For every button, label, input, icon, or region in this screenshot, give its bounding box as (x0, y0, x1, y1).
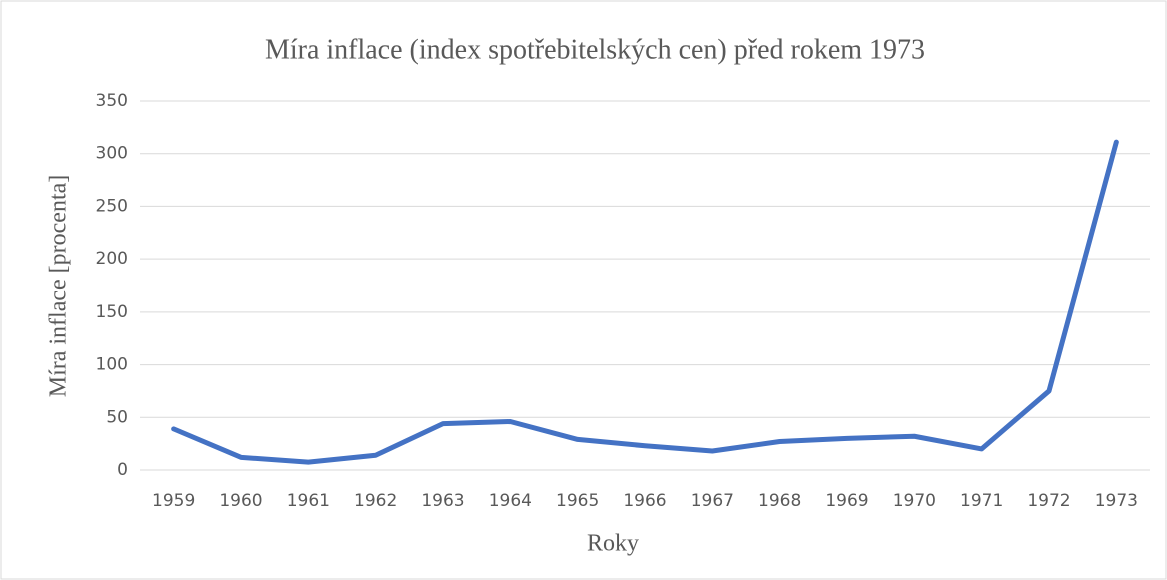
x-tick-label: 1973 (1095, 491, 1138, 511)
x-tick-label: 1965 (556, 491, 599, 511)
x-tick-label: 1959 (152, 491, 195, 511)
x-axis-label: Roky (587, 531, 639, 557)
x-tick-label: 1972 (1027, 491, 1070, 511)
x-tick-label: 1970 (893, 491, 936, 511)
x-tick-label: 1961 (287, 491, 330, 511)
x-tick-label: 1963 (421, 491, 464, 511)
y-tick-label: 0 (117, 460, 128, 480)
x-tick-label: 1967 (691, 491, 734, 511)
y-tick-label: 50 (106, 407, 128, 427)
x-tick-label: 1964 (489, 491, 532, 511)
x-tick-label: 1962 (354, 491, 397, 511)
y-tick-label: 300 (96, 144, 128, 164)
chart-title: Míra inflace (index spotřebitelských cen… (265, 34, 925, 65)
y-tick-label: 100 (96, 355, 128, 375)
y-tick-label: 200 (96, 249, 128, 269)
x-tick-label: 1960 (219, 491, 262, 511)
y-tick-label: 350 (96, 91, 128, 111)
x-tick-label: 1966 (623, 491, 666, 511)
x-tick-label: 1968 (758, 491, 801, 511)
x-tick-label: 1969 (825, 491, 868, 511)
y-axis-label: Míra inflace [procenta] (46, 175, 72, 398)
y-tick-label: 150 (96, 302, 128, 322)
line-series (171, 139, 1119, 465)
x-tick-label: 1971 (960, 491, 1003, 511)
y-tick-label: 250 (96, 196, 128, 216)
